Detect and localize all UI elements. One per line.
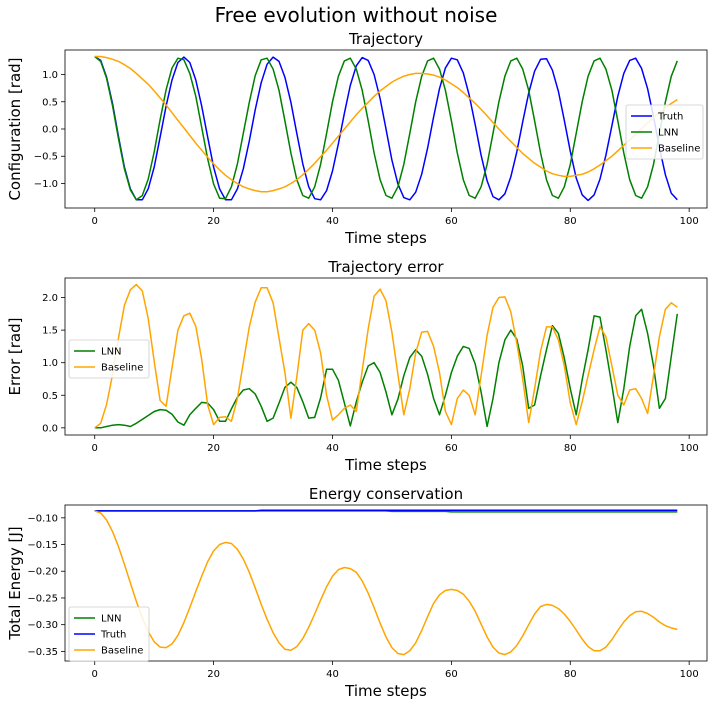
chart-title: Trajectory error <box>327 258 444 276</box>
legend-box <box>625 104 704 160</box>
y-tick-label: −0.20 <box>27 567 58 578</box>
y-axis-label: Configuration [rad] <box>6 57 24 200</box>
x-tick-label: 100 <box>680 669 699 680</box>
x-tick-label: 20 <box>207 669 220 680</box>
x-axis-label: Time steps <box>344 456 427 474</box>
x-tick-label: 80 <box>564 443 577 454</box>
chart-panel-2: Trajectory error 0 20 40 60 80 100 0.0 0.5 1.0 1.5… <box>6 258 708 474</box>
series-line-baseline <box>94 55 678 193</box>
x-tick-label: 20 <box>207 443 220 454</box>
chart-title: Energy conservation <box>309 485 463 503</box>
y-tick-label: −1.0 <box>34 179 58 190</box>
legend-label: LNN <box>101 347 122 358</box>
x-axis-label: Time steps <box>344 682 427 700</box>
legend-label: LNN <box>658 128 679 139</box>
chart-panel-3: Energy conservation 0 20 40 60 80 100 −0.35 −0.3… <box>6 485 708 700</box>
y-tick-label: −0.30 <box>27 620 58 631</box>
y-tick-label: −0.5 <box>34 152 58 163</box>
y-tick-label: 0.5 <box>42 391 58 402</box>
figure-title: Free evolution without noise <box>215 3 498 27</box>
y-tick-label: −0.25 <box>27 593 58 604</box>
y-tick-label: −0.35 <box>27 647 58 658</box>
x-tick-label: 0 <box>92 669 98 680</box>
series-line-lnn <box>94 55 678 201</box>
x-tick-label: 20 <box>207 216 220 227</box>
legend-label: LNN <box>101 614 122 625</box>
y-tick-label: −0.15 <box>27 540 58 551</box>
x-tick-label: 60 <box>445 216 458 227</box>
series-line-baseline <box>94 510 678 656</box>
legend-label: Baseline <box>658 144 700 155</box>
y-tick-label: 1.0 <box>42 70 58 81</box>
chart-panel-1: Trajectory 0 20 40 60 80 100 −1.0 −0.5 0.0 0.5 1.0 T… <box>6 30 708 247</box>
y-tick-label: 1.0 <box>42 358 58 369</box>
x-tick-label: 80 <box>564 216 577 227</box>
series-line-lnn <box>94 308 679 429</box>
x-tick-label: 60 <box>445 443 458 454</box>
legend: LNN Truth Baseline <box>68 606 150 662</box>
legend-label: Baseline <box>101 646 143 657</box>
y-tick-label: 1.5 <box>42 326 58 337</box>
x-tick-label: 100 <box>680 216 699 227</box>
x-tick-label: 40 <box>326 443 339 454</box>
y-tick-label: 2.0 <box>42 293 58 304</box>
y-tick-label: 0.5 <box>42 97 58 108</box>
y-tick-label: −0.10 <box>27 513 58 524</box>
x-axis-label: Time steps <box>344 229 427 247</box>
legend-label: Baseline <box>101 363 143 374</box>
legend: LNN Baseline <box>68 339 150 379</box>
y-tick-label: 0.0 <box>42 423 58 434</box>
x-tick-label: 60 <box>445 669 458 680</box>
x-tick-label: 0 <box>92 443 98 454</box>
series-group <box>94 283 679 429</box>
x-tick-label: 80 <box>564 669 577 680</box>
legend-box <box>68 606 150 662</box>
series-group <box>94 55 678 202</box>
chart-title: Trajectory <box>348 30 423 48</box>
axes-frame <box>64 277 708 436</box>
x-tick-label: 0 <box>92 216 98 227</box>
series-line-baseline <box>94 283 678 429</box>
series-line-truth <box>94 509 678 512</box>
x-tick-label: 40 <box>326 216 339 227</box>
x-tick-label: 100 <box>680 443 699 454</box>
axes-frame <box>64 504 708 662</box>
y-axis-label: Total Energy [J] <box>6 526 24 640</box>
legend-label: Truth <box>657 112 683 123</box>
legend: Truth LNN Baseline <box>625 104 704 160</box>
y-axis-label: Error [rad] <box>6 318 24 396</box>
series-group <box>94 509 678 656</box>
legend-box <box>68 339 150 379</box>
y-tick-label: 0.0 <box>42 125 58 136</box>
x-tick-label: 40 <box>326 669 339 680</box>
series-line-truth <box>94 55 678 202</box>
legend-label: Truth <box>100 630 126 641</box>
